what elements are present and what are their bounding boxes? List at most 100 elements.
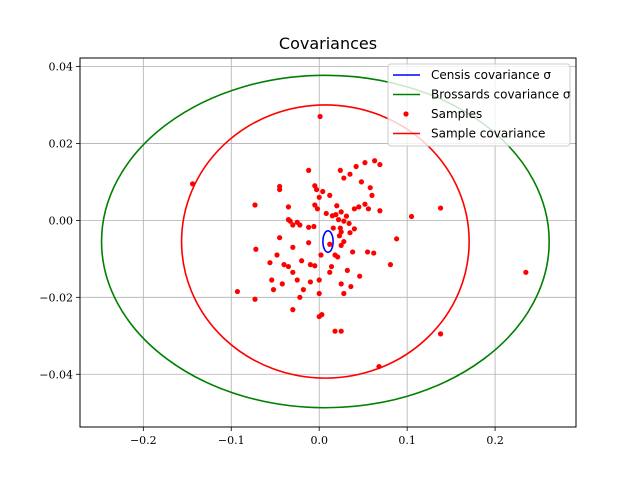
legend: Censis covariance σ Brossards covariance … bbox=[387, 63, 571, 147]
sample-point bbox=[377, 161, 383, 168]
sample-point bbox=[338, 281, 344, 287]
legend-label: Brossards covariance σ bbox=[431, 88, 571, 102]
sample-point bbox=[369, 192, 375, 198]
brossards-covariance-ellipse bbox=[100, 74, 550, 409]
sample-point bbox=[344, 267, 350, 273]
sample-point bbox=[357, 273, 363, 279]
sample-point bbox=[312, 202, 318, 208]
sample-point bbox=[267, 260, 273, 266]
y-tick-label: 0.02 bbox=[49, 137, 74, 150]
sample-point bbox=[277, 186, 283, 193]
sample-point bbox=[335, 217, 342, 223]
sample-point bbox=[387, 262, 394, 268]
sample-point bbox=[306, 240, 312, 246]
sample-point bbox=[346, 220, 352, 227]
sample-point bbox=[306, 167, 312, 173]
sample-point bbox=[234, 288, 241, 295]
sample-point bbox=[327, 269, 333, 275]
sample-point bbox=[253, 246, 259, 252]
sample-point bbox=[372, 158, 378, 164]
sample-point bbox=[290, 307, 296, 313]
sample-point bbox=[285, 263, 292, 270]
y-tick-label: 0.04 bbox=[49, 60, 74, 73]
sample-point bbox=[252, 296, 258, 302]
sample-point bbox=[316, 194, 322, 200]
sample-point bbox=[269, 277, 275, 283]
sample-point bbox=[252, 202, 258, 208]
plot-frame bbox=[79, 57, 577, 428]
sample-point bbox=[367, 185, 373, 191]
sample-point bbox=[377, 208, 383, 214]
legend-box bbox=[387, 63, 571, 147]
x-tick-label: 0.1 bbox=[398, 434, 416, 447]
sample-point bbox=[306, 224, 312, 230]
sample-point bbox=[318, 252, 324, 258]
sample-point bbox=[312, 263, 318, 269]
sample-point bbox=[341, 218, 347, 224]
legend-label: Censis covariance σ bbox=[431, 68, 551, 82]
y-tick-label: 0.00 bbox=[49, 214, 74, 227]
sample-point bbox=[290, 222, 296, 228]
sample-point bbox=[350, 249, 356, 255]
sample-point bbox=[274, 252, 280, 258]
sample-point bbox=[316, 277, 322, 283]
sample-point bbox=[351, 226, 357, 232]
sample-point bbox=[337, 167, 343, 173]
sample-point bbox=[371, 250, 377, 256]
axis-ticks: −0.2 −0.1 0.0 0.1 0.2 0.04 0.02 0.00 −0.02 −0.04 bbox=[39, 60, 504, 447]
sample-point bbox=[332, 328, 338, 334]
legend-label: Sample covariance bbox=[431, 127, 545, 141]
sample-point bbox=[356, 204, 362, 210]
sample-point bbox=[338, 242, 344, 248]
x-tick-label: 0.2 bbox=[486, 434, 504, 447]
sample-points bbox=[189, 113, 529, 370]
sample-point bbox=[393, 236, 400, 242]
sample-point bbox=[328, 263, 335, 270]
sample-point bbox=[307, 262, 314, 268]
sample-point bbox=[329, 213, 335, 219]
censis-covariance-ellipse bbox=[322, 229, 334, 254]
sample-point bbox=[334, 203, 340, 209]
sample-point bbox=[307, 279, 314, 285]
sample-point bbox=[287, 218, 293, 224]
sample-point bbox=[365, 206, 372, 212]
sample-point bbox=[327, 192, 333, 198]
legend-marker bbox=[403, 111, 409, 117]
sample-point bbox=[316, 313, 322, 320]
sample-point bbox=[408, 213, 415, 220]
sample-point bbox=[330, 225, 336, 231]
sample-point bbox=[341, 175, 347, 181]
sample-point bbox=[270, 287, 277, 293]
sample-point bbox=[341, 290, 347, 297]
sample-point bbox=[327, 241, 333, 247]
legend-label: Samples bbox=[431, 107, 482, 121]
sample-point bbox=[437, 331, 444, 337]
sample-point bbox=[290, 269, 296, 275]
sample-point bbox=[314, 206, 321, 212]
sample-point bbox=[364, 249, 371, 255]
x-tick-label: −0.2 bbox=[130, 434, 157, 447]
sample-point bbox=[437, 205, 444, 211]
sample-point bbox=[341, 238, 347, 245]
sample-point bbox=[313, 186, 320, 193]
sample-point bbox=[189, 181, 196, 187]
sample-point bbox=[320, 188, 326, 195]
sample-point bbox=[353, 163, 359, 170]
sample-point bbox=[279, 281, 285, 287]
sample-point bbox=[338, 328, 344, 334]
sample-covariance-ellipse bbox=[180, 104, 470, 379]
sample-point bbox=[362, 201, 368, 207]
chart-title: Covariances bbox=[279, 34, 377, 53]
sample-point bbox=[316, 290, 322, 297]
sample-point bbox=[336, 233, 343, 239]
sample-point bbox=[343, 213, 350, 219]
sample-point bbox=[351, 206, 357, 212]
sample-point bbox=[335, 254, 341, 260]
sample-point bbox=[317, 113, 323, 120]
sample-point bbox=[376, 363, 382, 370]
sample-point bbox=[338, 209, 344, 215]
sample-point bbox=[347, 171, 353, 177]
sample-point bbox=[323, 210, 329, 217]
sample-point bbox=[348, 283, 354, 290]
